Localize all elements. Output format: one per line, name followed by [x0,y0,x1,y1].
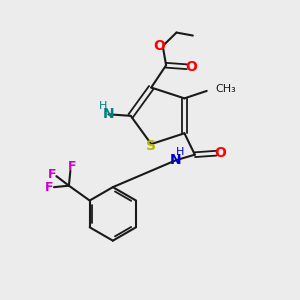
Text: H: H [99,101,107,111]
Text: F: F [68,160,76,173]
Text: N: N [103,107,114,121]
Text: O: O [153,39,165,52]
Text: F: F [48,168,56,181]
Text: H: H [176,147,184,157]
Text: S: S [146,139,156,153]
Text: CH₃: CH₃ [215,84,236,94]
Text: F: F [45,181,53,194]
Text: O: O [214,146,226,160]
Text: O: O [185,60,197,74]
Text: N: N [170,153,182,167]
